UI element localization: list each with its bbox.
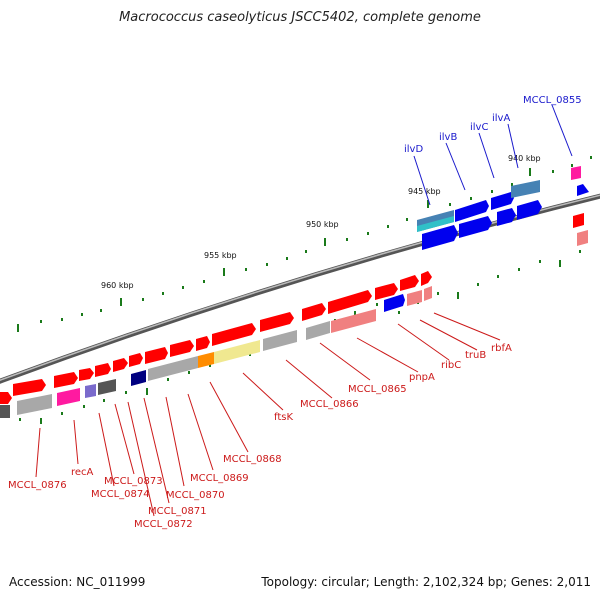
gene-orange-1	[198, 352, 214, 368]
label-mccl-0866: MCCL_0866	[300, 399, 359, 410]
label-mccl-0868: MCCL_0868	[223, 454, 282, 465]
gene-red-outer-8	[170, 340, 194, 357]
gene-red-outer-7	[145, 347, 168, 364]
gene-pink-2	[407, 290, 422, 306]
gene-red-outer-2	[54, 372, 78, 388]
gene-gray-2	[148, 356, 198, 381]
gene-ilvb-lower	[459, 216, 492, 238]
outer-strand-genes	[0, 271, 432, 404]
label-ribc: ribC	[441, 360, 461, 371]
gene-ilva-lower	[517, 200, 542, 220]
label-mccl-0870: MCCL_0870	[166, 490, 225, 501]
label-mccl-0865: MCCL_0865	[348, 384, 407, 395]
label-ilvc: ilvC	[470, 122, 488, 133]
gene-pink-1	[331, 309, 376, 333]
label-mccl-0855: MCCL_0855	[523, 95, 582, 106]
gene-ilvc-upper	[491, 192, 514, 210]
gene-red-outer-3	[79, 368, 94, 381]
gene-pnpa-outer	[328, 290, 372, 314]
gene-trub-outer	[400, 275, 419, 291]
gene-ftsk-outer	[212, 323, 256, 346]
gene-red-outer-1	[13, 379, 46, 396]
kbp-label-960: 960 kbp	[101, 281, 134, 290]
gene-pink-right-1	[577, 230, 588, 246]
gene-ilvb-upper	[455, 200, 489, 222]
label-mccl-0874: MCCL_0874	[91, 489, 150, 500]
label-mccl-0869: MCCL_0869	[190, 473, 249, 484]
kbp-labels: 940 kbp 945 kbp 950 kbp 955 kbp 960 kbp	[101, 154, 541, 290]
kbp-label-945: 945 kbp	[408, 187, 441, 196]
label-ilvd: ilvD	[404, 144, 423, 155]
red-label-lines	[35, 312, 501, 517]
gene-ribc-outer	[375, 283, 398, 300]
label-ftsk: ftsK	[274, 412, 293, 423]
blue-gene-labels: ilvD ilvB ilvC ilvA MCCL_0855	[404, 95, 582, 155]
gene-blue-inner-1	[384, 294, 405, 312]
gene-pink-3	[424, 286, 432, 301]
gene-ilva-upper	[511, 180, 540, 198]
gene-ilvd-cyan	[417, 216, 454, 232]
kbp-ticks-outer	[17, 156, 592, 332]
gene-violet-1	[85, 384, 96, 398]
gene-gray-4	[306, 321, 330, 340]
gene-red-outer-4	[95, 363, 111, 377]
label-pnpa: pnpA	[409, 372, 435, 383]
label-mccl-0876: MCCL_0876	[8, 480, 67, 491]
blue-label-lines	[413, 104, 573, 206]
gene-yellow-1	[214, 340, 260, 364]
gene-navy-1	[131, 370, 146, 386]
gene-reca-inner	[57, 388, 80, 406]
gene-dark-2	[98, 379, 116, 395]
label-rbfa: rbfA	[491, 343, 512, 354]
gene-red-outer-6	[129, 353, 143, 367]
gene-red-outer-9	[196, 336, 210, 351]
gene-blue-right	[577, 184, 589, 196]
gene-rbfa-outer	[421, 271, 432, 286]
label-mccl-0871: MCCL_0871	[148, 506, 207, 517]
map-title: Macrococcus caseolyticus JSCC5402, compl…	[119, 10, 481, 25]
red-gene-labels: rbfA truB ribC pnpA MCCL_0865 MCCL_0866 …	[8, 343, 512, 530]
kbp-label-940: 940 kbp	[508, 154, 541, 163]
gene-mccl-0855-upper	[571, 166, 581, 180]
gene-dark-1	[0, 405, 10, 418]
gene-red-right-1	[573, 213, 584, 228]
gene-red-outer-10	[260, 312, 294, 332]
gene-gray-3	[263, 330, 297, 351]
gene-ilvc-lower	[497, 208, 516, 226]
blue-gene-cluster	[417, 166, 589, 250]
gene-gray-1	[17, 394, 52, 415]
label-ilvb: ilvB	[439, 132, 457, 143]
label-reca: recA	[71, 467, 94, 478]
gene-ilvd-lower	[422, 225, 458, 250]
label-ilva: ilvA	[492, 113, 510, 124]
label-mccl-0873: MCCL_0873	[104, 476, 163, 487]
gene-mccl-0876-outer	[0, 392, 12, 404]
accession-text: Accession: NC_011999	[9, 575, 146, 589]
genome-info-text: Topology: circular; Length: 2,102,324 bp…	[261, 575, 591, 589]
label-mccl-0872: MCCL_0872	[134, 519, 193, 530]
inner-strand-genes	[0, 286, 432, 418]
label-trub: truB	[465, 350, 486, 361]
gene-red-outer-11	[302, 303, 326, 321]
gene-red-outer-5	[113, 358, 128, 372]
kbp-label-955: 955 kbp	[204, 251, 237, 260]
kbp-ticks-inner	[19, 250, 581, 424]
kbp-label-950: 950 kbp	[306, 220, 339, 229]
